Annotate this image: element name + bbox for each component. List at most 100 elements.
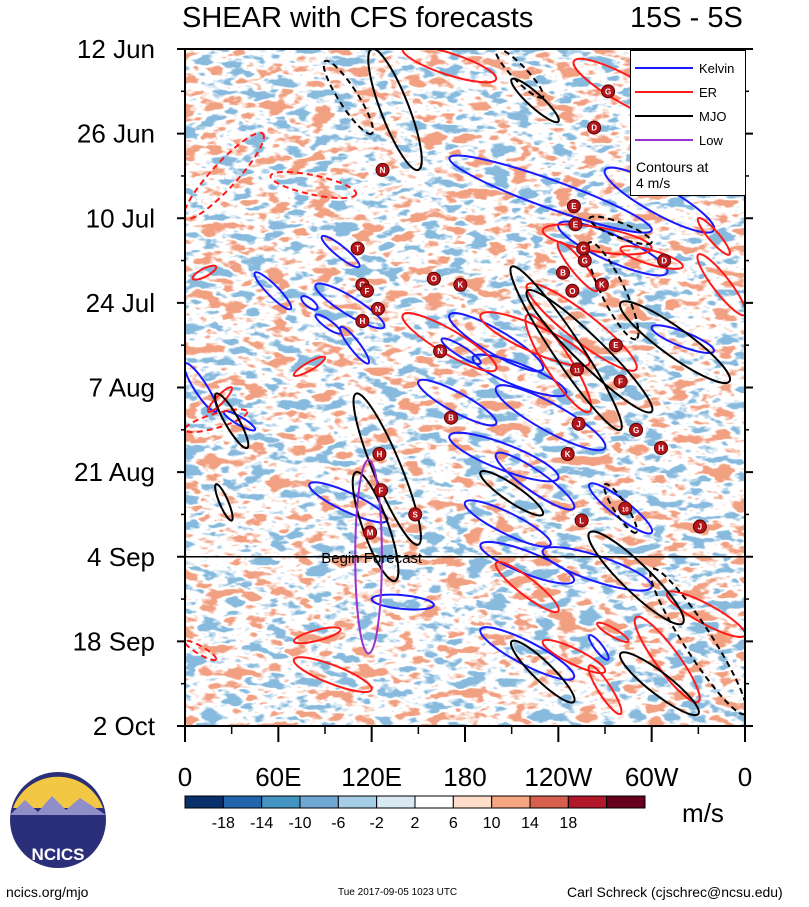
footer-timestamp: Tue 2017-09-05 1023 UTC [338, 887, 458, 898]
mjo-contour [509, 265, 623, 432]
er-contour [596, 621, 630, 644]
tc-label: B [560, 269, 566, 278]
tc-label: K [599, 281, 605, 290]
tc-label: E [613, 341, 619, 350]
tc-marker: H [654, 440, 668, 455]
y-axis: 12 Jun 26 Jun 10 Jul 24 Jul 7 Aug 21 Aug 4 Sep… [73, 34, 753, 741]
er-contour [696, 216, 731, 256]
tc-icon [453, 277, 468, 292]
legend-note-line2: 4 m/s [636, 175, 671, 191]
kelvin-contour [587, 634, 610, 661]
tc-marker: G [629, 422, 644, 437]
tc-icon [570, 362, 584, 377]
tc-icon [657, 253, 672, 268]
kelvin-contour [320, 234, 361, 269]
er-contour [292, 656, 373, 693]
tc-label: N [380, 166, 386, 175]
tc-marker: N [433, 344, 448, 359]
tc-label: G [633, 426, 639, 435]
tc-marker: O [565, 283, 580, 298]
tc-label: H [359, 317, 365, 326]
tc-label: H [377, 450, 383, 459]
er-contour [269, 170, 358, 200]
colorbar-swatch [491, 795, 531, 809]
tc-label: G [605, 87, 611, 96]
colorbar-swatch [376, 795, 416, 809]
tc-label: O [431, 275, 437, 284]
colorbar-swatch [452, 795, 493, 809]
tc-icon [370, 301, 385, 316]
y-tick-label: 10 Jul [86, 203, 155, 233]
mjo-contour [214, 483, 234, 522]
tc-icon [692, 519, 707, 534]
tc-label: E [571, 202, 577, 211]
x-tick-label: 180 [443, 762, 486, 792]
colorbar-label: 2 [411, 815, 420, 832]
tc-icon [426, 271, 441, 286]
tc-marker: J [571, 416, 586, 431]
colorbar-swatch [222, 795, 263, 809]
tc-marker: D [657, 253, 672, 268]
tc-icon [360, 283, 374, 298]
tc-marker: B [556, 265, 570, 280]
legend-swatch [635, 67, 693, 69]
er-contour [185, 639, 218, 662]
legend-item-mjo: MJO [635, 107, 726, 125]
er-contour [185, 408, 249, 434]
tc-label: K [457, 281, 463, 290]
er-contour [292, 355, 327, 378]
tc-marker: H [355, 314, 370, 329]
tc-icon [608, 338, 623, 353]
colorbar-label: 18 [559, 815, 577, 832]
tc-label: N [375, 305, 381, 314]
tc-marker: K [560, 446, 575, 461]
x-tick-label: 120W [524, 762, 592, 792]
colorbar-label: -18 [212, 815, 235, 832]
kelvin-contour [471, 353, 568, 398]
mjo-contour [618, 300, 732, 385]
y-tick-label: 26 Jun [77, 119, 155, 149]
tc-icon [601, 84, 616, 99]
tc-label: E [573, 220, 579, 229]
x-tick-label: 60W [625, 762, 679, 792]
kelvin-contour [338, 325, 371, 365]
colorbar-unit: m/s [682, 798, 724, 828]
y-tick-label: 4 Sep [87, 542, 155, 572]
y-tick-label: 18 Sep [73, 626, 155, 656]
er-contour [206, 386, 234, 413]
y-tick-label: 24 Jul [86, 288, 155, 318]
footer-url[interactable]: ncics.org/mjo [6, 884, 89, 900]
tc-label: 11 [574, 368, 581, 374]
kelvin-contour [494, 384, 607, 452]
mjo-contour [367, 49, 423, 172]
legend-label: MJO [699, 108, 727, 124]
colorbar-label: -10 [288, 815, 311, 832]
tc-marker: O [426, 271, 441, 286]
kelvin-contour [448, 154, 653, 234]
kelvin-contour [463, 499, 552, 548]
mjo-contour [494, 49, 545, 99]
colorbar-label: -14 [250, 815, 273, 832]
tc-marker: G [601, 84, 616, 99]
colorbar-swatch [567, 795, 608, 809]
tc-icon [374, 483, 388, 498]
er-contour [619, 245, 684, 270]
tc-marker: F [374, 483, 388, 498]
x-tick-label: 60E [255, 762, 301, 792]
logo-mountains [10, 796, 106, 815]
tc-label: J [698, 523, 702, 532]
mjo-contour [588, 215, 653, 246]
mjo-contour [213, 392, 250, 450]
legend-item-er: ER [635, 83, 717, 101]
er-contour [633, 615, 701, 704]
tc-icon [355, 314, 370, 329]
y-tick-label: 2 Oct [93, 711, 156, 741]
tc-marker: E [608, 338, 623, 353]
y-tick-label: 21 Aug [74, 457, 155, 487]
er-contour [541, 638, 607, 675]
tc-label: F [618, 377, 623, 386]
tc-icon [594, 277, 609, 292]
colorbar-swatch [529, 795, 569, 809]
mjo-contour [322, 59, 374, 135]
tc-icon [444, 410, 458, 425]
